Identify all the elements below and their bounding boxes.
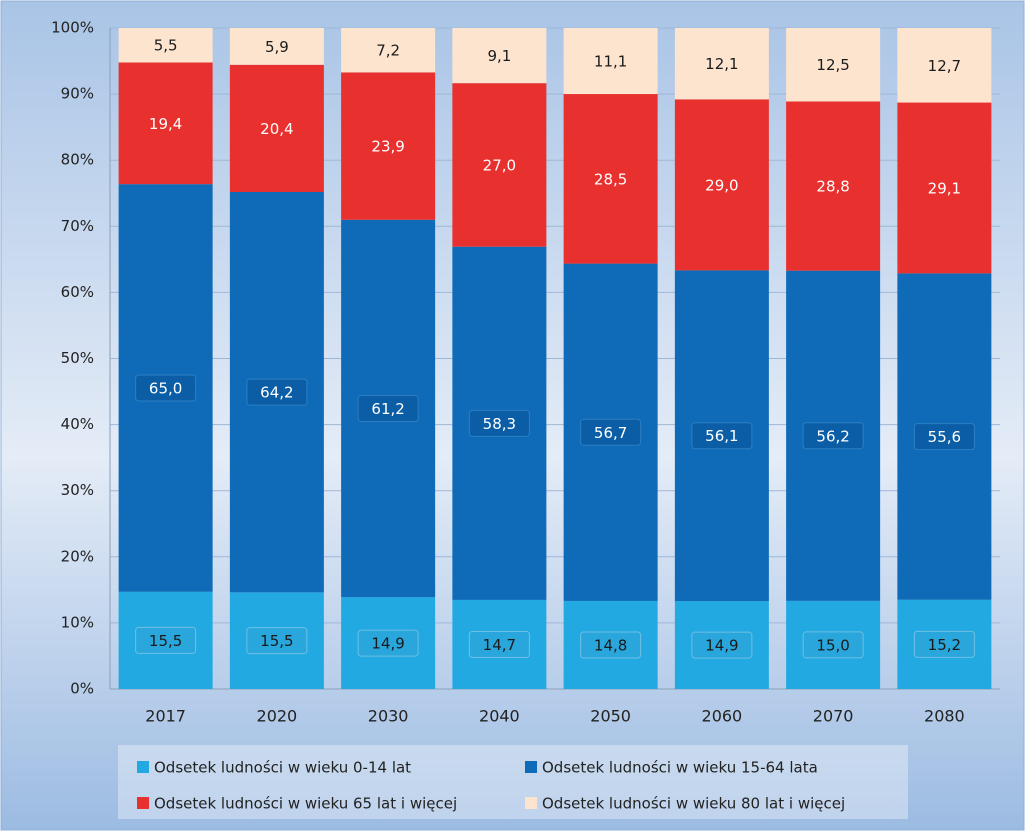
legend-label: Odsetek ludności w wieku 65 lat i więcej — [154, 795, 457, 813]
data-label: 56,7 — [594, 424, 627, 442]
data-label: 56,2 — [816, 427, 849, 445]
data-label: 12,5 — [816, 56, 849, 74]
y-tick-label: 80% — [61, 151, 94, 169]
y-tick-label: 0% — [70, 680, 94, 698]
bar-segment — [229, 28, 324, 65]
bar-segment — [341, 28, 436, 73]
y-tick-label: 50% — [61, 349, 94, 367]
y-tick-label: 20% — [61, 547, 94, 565]
data-label: 7,2 — [376, 42, 400, 60]
label-box — [913, 630, 975, 658]
label-box — [802, 631, 864, 659]
data-label: 12,1 — [705, 55, 738, 73]
label-box — [246, 627, 308, 655]
data-label: 15,2 — [928, 636, 961, 654]
label-box — [913, 423, 975, 451]
data-label: 15,0 — [816, 636, 849, 654]
data-label: 23,9 — [371, 138, 404, 156]
bar-segment — [341, 72, 436, 220]
data-label: 15,5 — [260, 632, 293, 650]
y-tick-label: 30% — [61, 481, 94, 499]
legend-swatch — [525, 797, 537, 809]
data-label: 5,9 — [265, 38, 289, 56]
bar-segment — [897, 102, 992, 274]
bar-segment — [452, 28, 547, 84]
data-label: 14,9 — [705, 637, 738, 655]
y-tick-label: 90% — [61, 85, 94, 103]
bar-segment — [229, 64, 324, 193]
data-label: 5,5 — [154, 37, 178, 55]
data-label: 15,5 — [149, 632, 182, 650]
bar-segment — [563, 94, 658, 264]
data-label: 64,2 — [260, 384, 293, 402]
bar-segment — [118, 28, 213, 63]
data-label: 29,1 — [928, 179, 961, 197]
data-label: 28,8 — [816, 178, 849, 196]
bar-segment — [674, 28, 769, 100]
label-box — [135, 374, 197, 402]
bar-segment — [563, 28, 658, 95]
data-label: 9,1 — [487, 47, 511, 65]
label-box — [468, 630, 530, 658]
data-label: 65,0 — [149, 379, 182, 397]
data-label: 19,4 — [149, 115, 182, 133]
label-box — [691, 422, 753, 450]
label-box — [246, 378, 308, 406]
data-label: 61,2 — [371, 400, 404, 418]
legend-label: Odsetek ludności w wieku 80 lat i więcej — [542, 795, 845, 813]
data-label: 55,6 — [928, 428, 961, 446]
data-label: 20,4 — [260, 120, 293, 138]
y-tick-label: 10% — [61, 613, 94, 631]
legend-box — [118, 745, 908, 819]
bar-segment — [786, 101, 881, 271]
x-tick-label: 2070 — [813, 707, 854, 726]
data-label: 11,1 — [594, 53, 627, 71]
x-tick-label: 2080 — [924, 707, 965, 726]
x-tick-label: 2030 — [368, 707, 409, 726]
x-tick-label: 2050 — [590, 707, 631, 726]
label-box — [691, 631, 753, 659]
legend-swatch — [137, 797, 149, 809]
bar-segment — [897, 28, 992, 103]
data-label: 29,0 — [705, 176, 738, 194]
x-tick-label: 2060 — [702, 707, 743, 726]
label-box — [468, 409, 530, 437]
bar-segment — [452, 83, 547, 247]
label-box — [135, 626, 197, 654]
data-label: 12,7 — [928, 57, 961, 75]
x-tick-label: 2020 — [257, 707, 298, 726]
legend-label: Odsetek ludności w wieku 0-14 lat — [154, 759, 411, 777]
label-box — [580, 631, 642, 659]
bar-segment — [674, 99, 769, 271]
legend-label: Odsetek ludności w wieku 15-64 lata — [542, 759, 818, 777]
x-tick-label: 2017 — [145, 707, 186, 726]
y-tick-label: 40% — [61, 415, 94, 433]
y-tick-label: 70% — [61, 217, 94, 235]
data-label: 56,1 — [705, 427, 738, 445]
legend-swatch — [137, 761, 149, 773]
bar-segment — [786, 28, 881, 102]
data-label: 27,0 — [483, 156, 516, 174]
legend-swatch — [525, 761, 537, 773]
label-box — [357, 394, 419, 422]
data-label: 14,7 — [483, 636, 516, 654]
y-tick-label: 100% — [51, 19, 94, 37]
data-label: 14,9 — [371, 635, 404, 653]
data-label: 14,8 — [594, 636, 627, 654]
x-tick-label: 2040 — [479, 707, 520, 726]
data-label: 58,3 — [483, 415, 516, 433]
label-box — [802, 422, 864, 450]
label-box — [580, 418, 642, 446]
data-label: 28,5 — [594, 170, 627, 188]
bar-segment — [118, 62, 213, 185]
label-box — [357, 629, 419, 657]
y-tick-label: 60% — [61, 283, 94, 301]
